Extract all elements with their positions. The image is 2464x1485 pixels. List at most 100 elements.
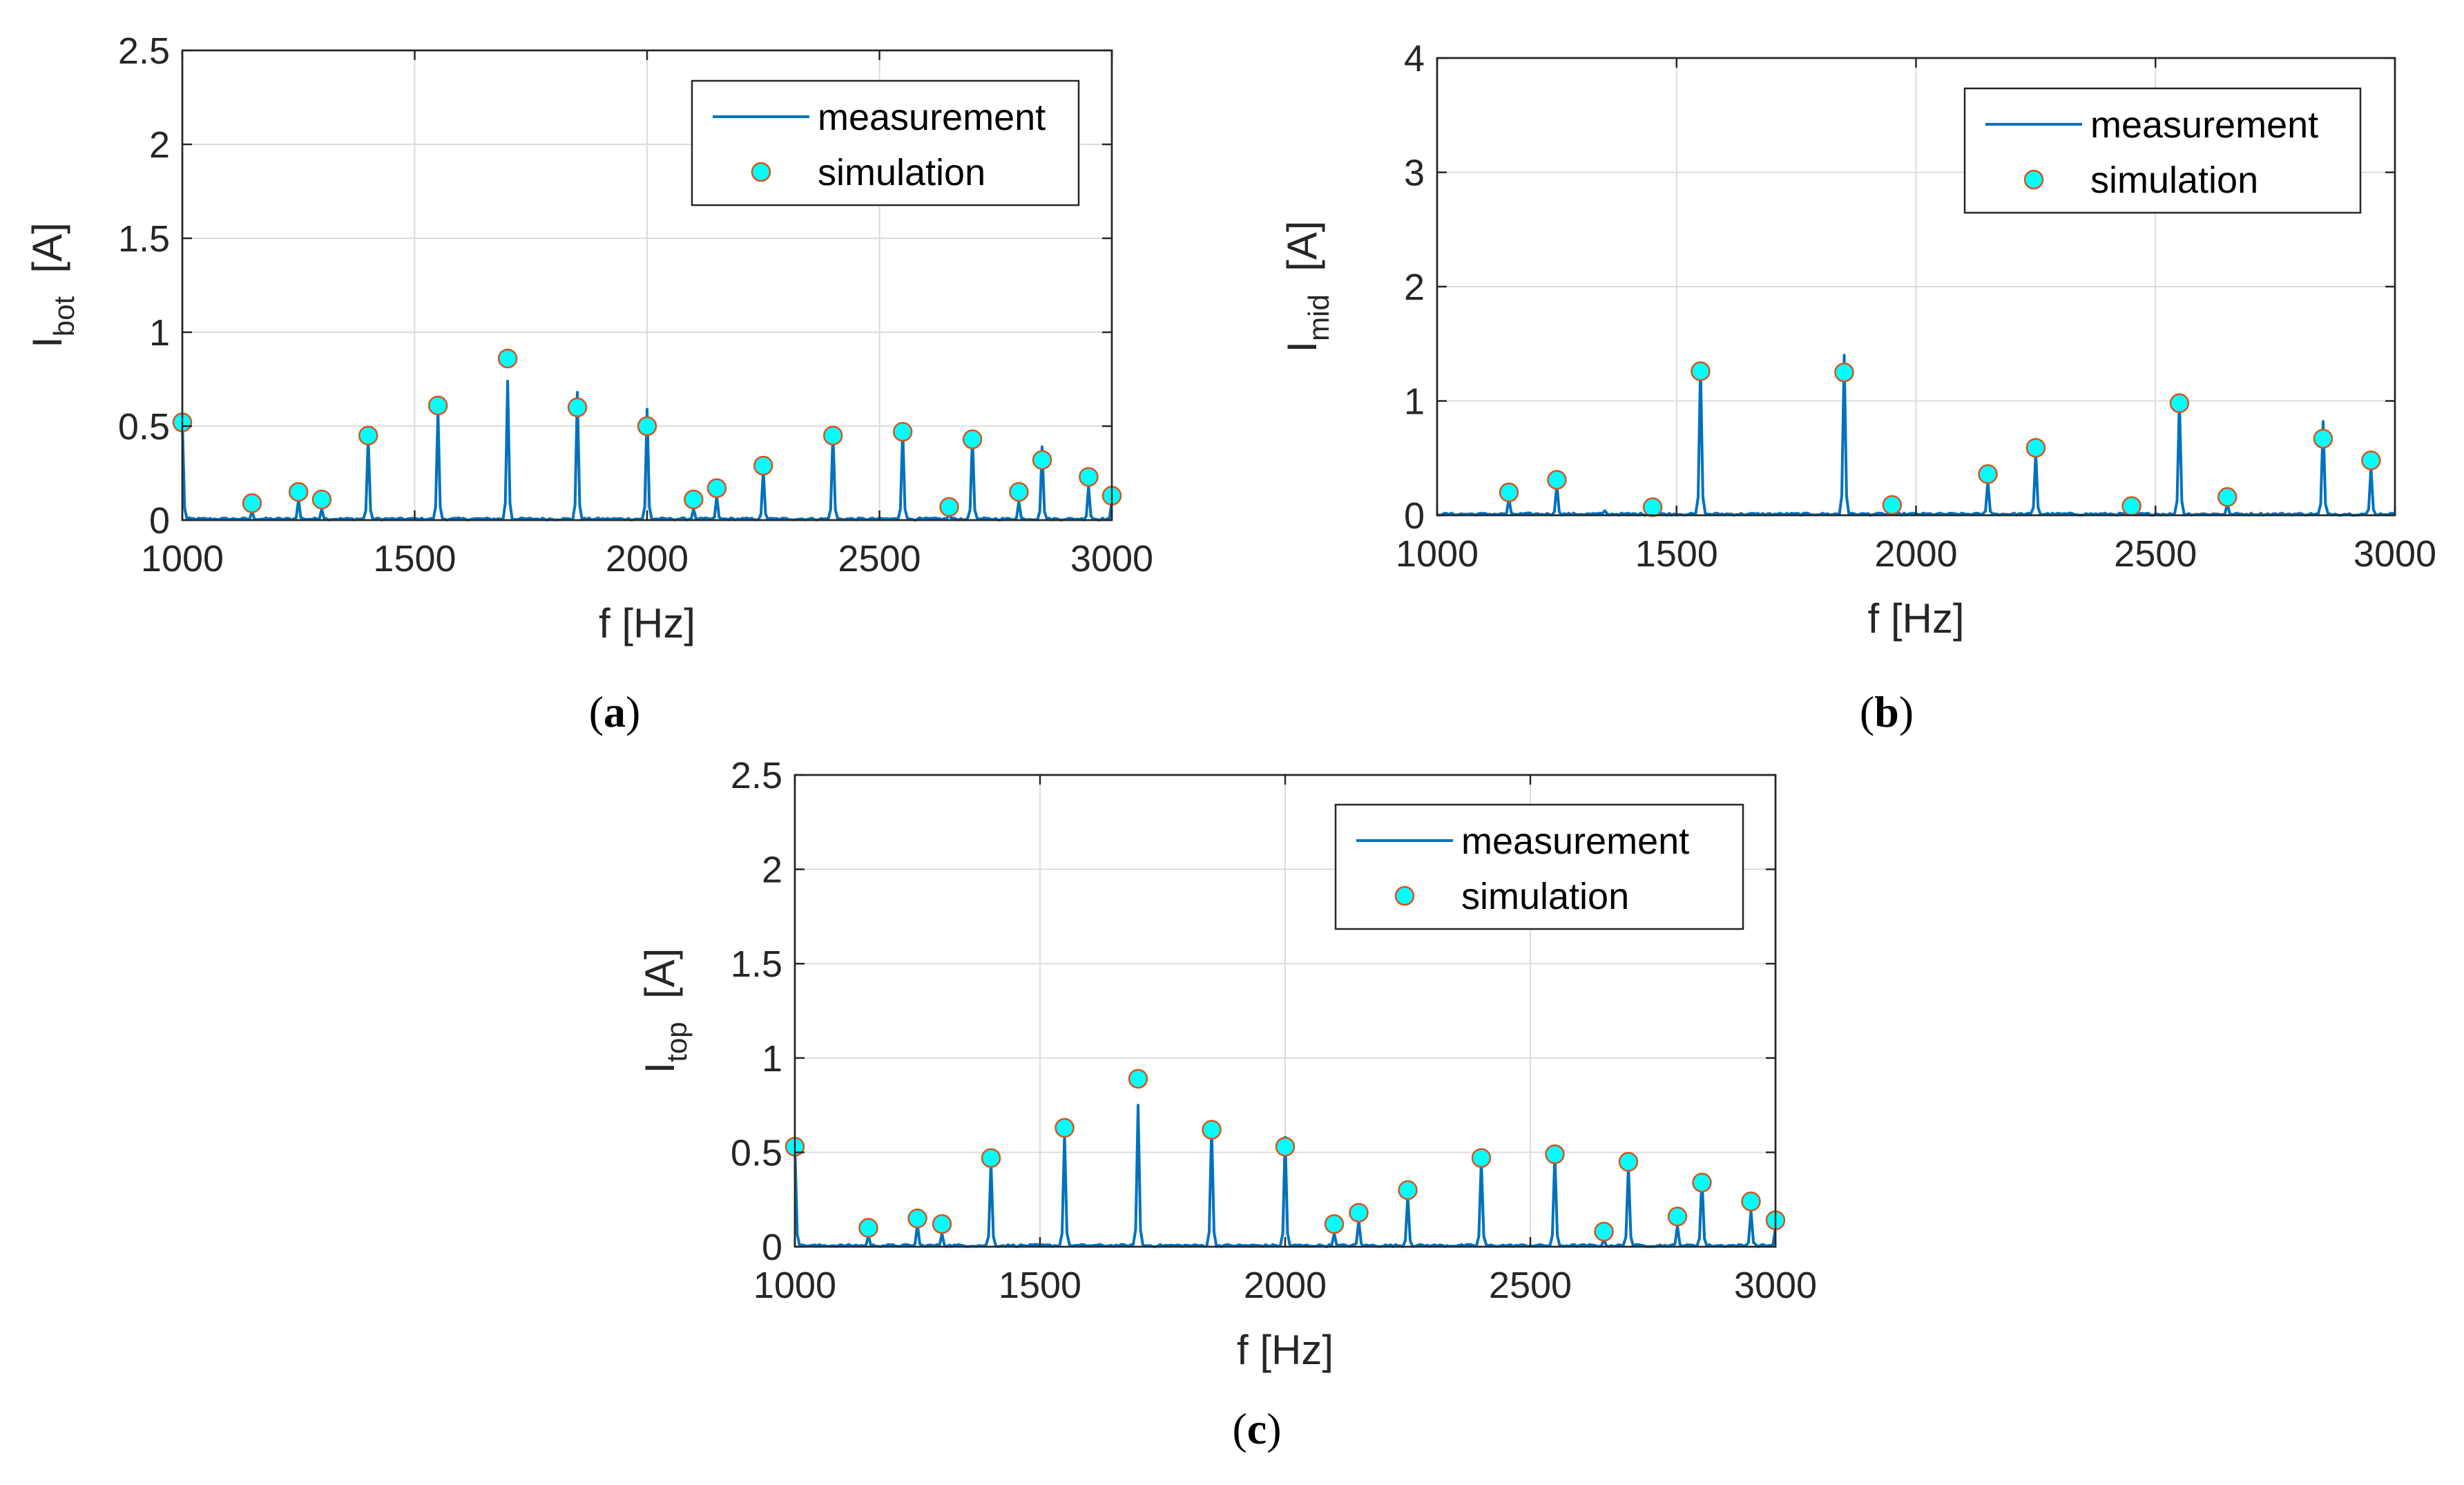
y-tick-label: 2	[762, 850, 782, 891]
x-tick-label: 2000	[1244, 1265, 1327, 1306]
legend-box	[1334, 803, 1744, 930]
y-tick-label: 0	[762, 1227, 782, 1268]
x-tick-label: 1500	[999, 1265, 1081, 1306]
y-tick-label: 0	[149, 500, 170, 542]
panel-label-close: )	[1899, 687, 1914, 736]
y-axis-label: Imid [A]	[1279, 220, 1335, 352]
panel-label-letter: c	[1247, 1404, 1267, 1453]
simulation-point	[892, 421, 913, 442]
y-axis-label-unit: [A]	[637, 948, 683, 1022]
simulation-point	[981, 1148, 1001, 1168]
simulation-point	[932, 1214, 952, 1234]
y-axis-label-sub: bot	[48, 296, 80, 336]
x-axis-label: f [Hz]	[1237, 1327, 1334, 1373]
y-tick-label: 2.5	[731, 755, 782, 796]
panel-label-open: (	[1232, 1404, 1247, 1453]
y-tick-label: 1	[149, 312, 170, 354]
simulation-point	[1882, 495, 1903, 515]
y-axis-label: Ibot [A]	[24, 222, 80, 348]
panel-label-letter: a	[604, 687, 626, 736]
y-tick-label: 1	[762, 1038, 782, 1080]
y-axis-label-unit: [A]	[24, 222, 70, 296]
x-axis-label: f [Hz]	[1867, 595, 1964, 642]
simulation-point	[1128, 1069, 1148, 1089]
simulation-point	[2121, 496, 2141, 517]
simulation-point	[1324, 1214, 1345, 1234]
simulation-point	[822, 425, 843, 446]
y-tick-label: 2	[1404, 267, 1425, 308]
x-tick-label: 1000	[141, 538, 224, 579]
x-tick-label: 2500	[838, 538, 921, 579]
simulation-point	[1545, 1144, 1565, 1165]
simulation-point	[1055, 1118, 1075, 1138]
panel-label: (c)	[1232, 1404, 1281, 1453]
legend-marker-swatch	[751, 162, 771, 182]
chart-panel-a: 1000 1500 2000 2500 3000 0 0.5 1 1.5 2 2.5 f [Hz] Ib…	[24, 30, 1153, 736]
simulation-point	[1978, 464, 1998, 484]
y-axis-label: Itop [A]	[637, 948, 693, 1074]
simulation-point	[1692, 1172, 1712, 1193]
simulation-point	[1398, 1180, 1418, 1200]
simulation-point	[358, 425, 378, 446]
y-tick-label: 1.5	[118, 218, 170, 260]
simulation-point	[1691, 361, 1711, 381]
legend-label-simulation: simulation	[2090, 160, 2258, 201]
legend-box	[1963, 87, 2362, 214]
y-axis-label-main: I	[637, 1062, 683, 1074]
y-tick-label: 2.5	[118, 30, 170, 72]
y-axis-label-unit: [A]	[1279, 220, 1325, 294]
x-tick-label: 3000	[2354, 533, 2436, 575]
chart-panel-c: 1000 1500 2000 2500 3000 0 0.5 1 1.5 2 2.5 f [Hz] It…	[637, 755, 1817, 1453]
simulation-point	[753, 455, 773, 476]
simulation-point	[1275, 1136, 1296, 1157]
simulation-point	[1009, 481, 1029, 502]
simulation-point	[1667, 1207, 1688, 1227]
simulation-point	[497, 348, 518, 369]
panel-label-close: )	[626, 687, 640, 736]
simulation-point	[2361, 450, 2381, 470]
simulation-point	[637, 416, 657, 437]
y-tick-label: 3	[1404, 153, 1425, 194]
simulation-point	[939, 497, 959, 517]
legend-label-measurement: measurement	[1461, 821, 1689, 862]
y-tick-label: 1	[1404, 381, 1425, 423]
simulation-point	[1741, 1191, 1761, 1211]
y-tick-label: 1.5	[731, 943, 782, 985]
y-axis-label-main: I	[1279, 341, 1325, 353]
y-tick-label: 0.5	[731, 1132, 782, 1173]
simulation-point	[2313, 428, 2333, 449]
simulation-point	[2025, 438, 2046, 458]
simulation-point	[1471, 1148, 1492, 1168]
x-tick-label: 2000	[606, 538, 689, 579]
y-axis-label-sub: top	[660, 1022, 693, 1062]
legend-label-measurement: measurement	[818, 97, 1046, 138]
simulation-point	[706, 478, 727, 499]
x-tick-label: 1500	[373, 538, 456, 579]
simulation-point	[1594, 1221, 1614, 1242]
legend: measurement simulation	[1334, 803, 1744, 930]
simulation-point	[962, 429, 983, 450]
y-tick-label: 4	[1404, 38, 1425, 79]
simulation-point	[2169, 393, 2190, 414]
panel-label-open: (	[589, 687, 604, 736]
x-tick-label: 1000	[753, 1265, 836, 1306]
simulation-point	[1834, 362, 1854, 383]
panel-label-open: (	[1860, 687, 1874, 736]
simulation-point	[1547, 470, 1567, 490]
legend-label-measurement: measurement	[2090, 104, 2318, 146]
simulation-point	[289, 481, 309, 502]
simulation-point	[2217, 487, 2237, 507]
simulation-point	[1499, 482, 1519, 503]
y-axis-label-main: I	[24, 336, 70, 348]
x-tick-label: 1500	[1635, 533, 1718, 575]
simulation-point	[1642, 497, 1663, 517]
legend: measurement simulation	[691, 79, 1080, 207]
legend-label-simulation: simulation	[1461, 876, 1629, 917]
y-tick-label: 2	[149, 124, 170, 166]
simulation-point	[1202, 1120, 1222, 1140]
simulation-point	[1079, 467, 1099, 487]
x-tick-label: 1000	[1396, 533, 1479, 575]
legend: measurement simulation	[1963, 87, 2362, 214]
x-axis-label: f [Hz]	[599, 600, 695, 646]
